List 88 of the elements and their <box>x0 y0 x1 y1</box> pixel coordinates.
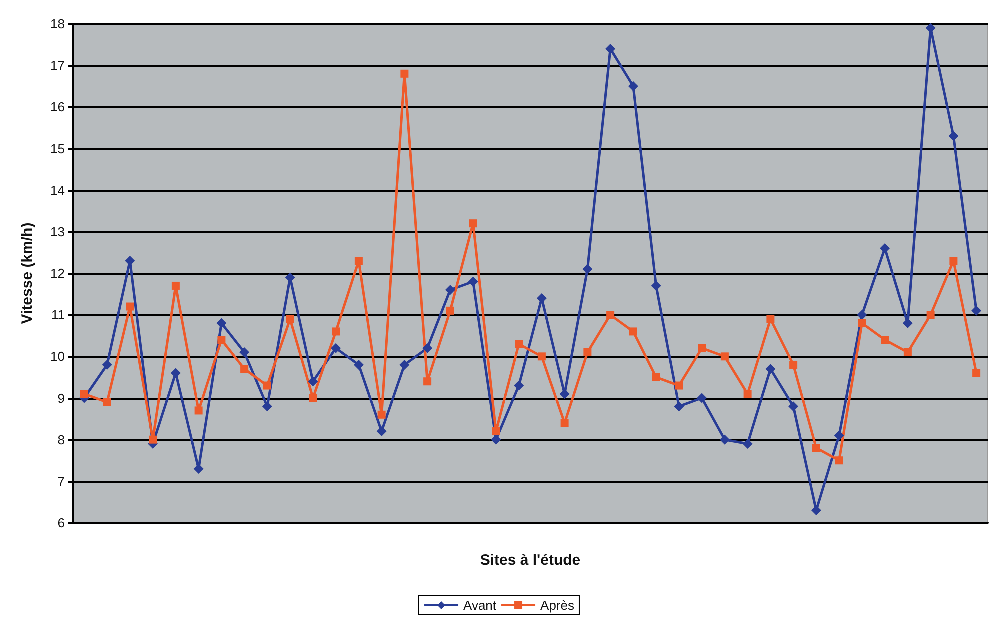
point <box>606 311 615 320</box>
point <box>286 315 294 324</box>
point <box>629 328 638 336</box>
point <box>584 348 592 357</box>
point <box>651 280 662 291</box>
point <box>766 364 776 374</box>
point <box>354 257 363 266</box>
point <box>422 343 433 354</box>
point <box>216 318 227 328</box>
point <box>652 373 660 382</box>
point <box>80 390 88 398</box>
point <box>218 336 226 344</box>
point <box>674 402 684 412</box>
point <box>446 306 454 315</box>
point <box>332 328 340 336</box>
point <box>263 382 272 390</box>
point <box>788 402 799 412</box>
point <box>468 276 478 287</box>
point <box>582 264 593 274</box>
point <box>538 352 546 361</box>
point <box>492 428 500 436</box>
point <box>675 382 684 390</box>
y-tick-label: 11 <box>52 308 65 323</box>
legend-label: Avant <box>464 598 497 613</box>
point <box>857 310 868 320</box>
point <box>926 23 936 34</box>
point <box>881 336 890 344</box>
point <box>560 419 569 428</box>
point <box>103 398 112 406</box>
point <box>606 44 616 54</box>
y-tick-label: 12 <box>50 266 65 281</box>
point <box>698 344 706 352</box>
y-tick-label: 15 <box>50 141 65 156</box>
point <box>560 389 570 400</box>
y-tick-label: 16 <box>50 100 65 115</box>
y-tick-label: 14 <box>50 182 65 198</box>
point <box>880 244 890 254</box>
point <box>515 340 524 348</box>
point <box>697 393 708 404</box>
y-tick-label: 6 <box>58 516 65 530</box>
y-tick-label: 17 <box>50 58 65 74</box>
point <box>240 348 250 358</box>
point <box>445 285 456 296</box>
y-tick-label: 9 <box>58 390 65 406</box>
point <box>170 368 181 378</box>
point <box>331 343 342 354</box>
point <box>766 315 775 324</box>
x-axis-title: Sites à l'étude <box>480 552 581 569</box>
y-tick-label: 7 <box>58 474 65 489</box>
point <box>126 302 134 311</box>
point <box>948 131 959 142</box>
point <box>744 390 752 398</box>
point <box>400 360 410 370</box>
point <box>628 81 638 92</box>
legend-label: Après <box>540 598 575 613</box>
y-tick-label: 18 <box>50 16 65 32</box>
point <box>720 352 729 361</box>
y-tick-label: 10 <box>50 349 65 364</box>
point <box>400 70 409 78</box>
point <box>926 311 935 320</box>
point <box>309 394 318 402</box>
point <box>720 434 730 445</box>
y-axis-title: Vitesse (km/h) <box>19 222 36 324</box>
point <box>469 220 478 228</box>
point <box>514 380 524 391</box>
point <box>172 282 180 290</box>
point <box>742 438 753 449</box>
point <box>354 360 364 370</box>
point <box>972 306 982 316</box>
point <box>149 436 158 444</box>
point <box>240 365 249 374</box>
point <box>378 410 386 419</box>
point <box>972 369 981 378</box>
point <box>376 426 387 437</box>
point <box>262 402 272 412</box>
point <box>858 319 866 328</box>
point <box>904 348 912 357</box>
point <box>835 456 844 465</box>
point <box>194 406 203 415</box>
point <box>950 257 958 266</box>
y-tick-label: 13 <box>50 224 65 240</box>
y-tick-label: 8 <box>58 432 65 448</box>
point <box>424 378 432 386</box>
point <box>308 376 318 387</box>
point <box>102 360 112 370</box>
point <box>812 444 820 452</box>
point <box>790 360 798 369</box>
point <box>834 430 844 441</box>
